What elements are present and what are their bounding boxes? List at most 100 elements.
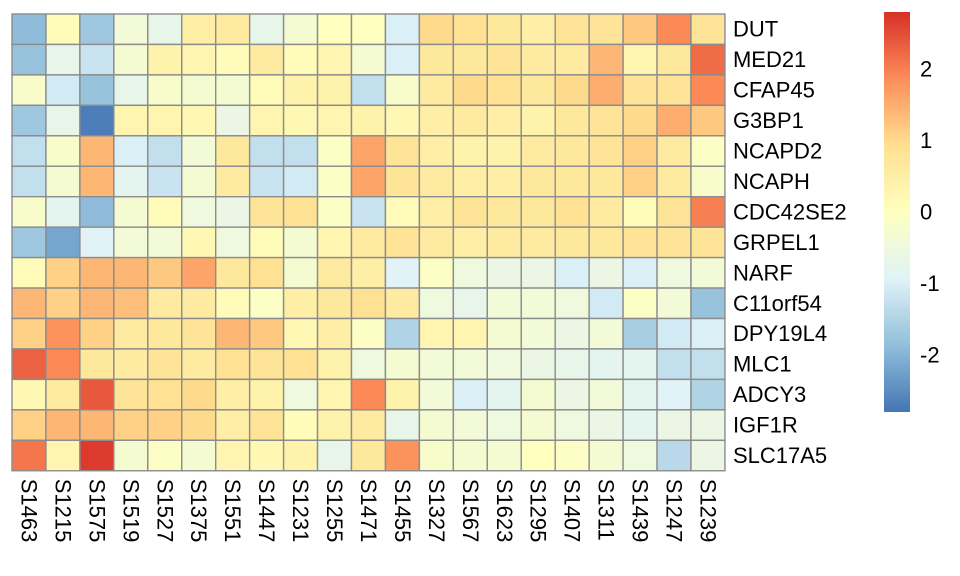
heatmap-cell-CFAP45-S1295	[520, 74, 556, 107]
heatmap-cell-CFAP45-S1247	[656, 74, 692, 107]
heatmap-cell-ADCY3-S1255	[316, 378, 353, 411]
heatmap-cell-DUT-S1567	[452, 13, 489, 46]
heatmap-cell-IGF1R-S1471	[350, 409, 387, 442]
row-labels: DUT MED21 CFAP45 G3BP1 NCAPD2 NCAPH CDC42SE2 GR…	[733, 17, 847, 468]
heatmap-cell-NCAPD2-S1463	[11, 135, 47, 167]
heatmap-cell-MED21-S1471	[350, 43, 387, 76]
heatmap-cell-DUT-S1231	[282, 13, 319, 46]
column-labels: S1463 S1215 S1575 S1519 S1527 S1375 S1551 S1447…	[16, 479, 720, 543]
heatmap-cell-G3BP1-S1463	[11, 104, 47, 137]
heatmap-cell-C11orf54-S1623	[486, 287, 522, 320]
column-label-S1575: S1575	[84, 479, 109, 543]
heatmap-cell-DPY19L4-S1455	[384, 317, 421, 350]
heatmap-cell-NCAPD2-S1567	[452, 135, 489, 167]
heatmap-cell-NARF-S1471	[350, 256, 387, 289]
heatmap-cell-C11orf54-S1247	[656, 287, 692, 320]
legend-tick-label: 2	[920, 57, 932, 82]
heatmap-cell-IGF1R-S1295	[520, 409, 556, 442]
heatmap-cell-DUT-S1463	[11, 13, 47, 46]
heatmap-cell-MLC1-S1215	[45, 348, 81, 381]
heatmap-cell-IGF1R-S1231	[282, 409, 319, 442]
heatmap-cell-DPY19L4-S1407	[554, 317, 590, 350]
heatmap-cell-C11orf54-S1231	[282, 287, 319, 320]
heatmap-cell-IGF1R-S1527	[147, 409, 183, 442]
heatmap-cell-G3BP1-S1567	[452, 104, 489, 137]
heatmap-cell-MLC1-S1567	[452, 348, 489, 381]
heatmap-cell-NCAPH-S1527	[147, 165, 183, 198]
heatmap-cell-NCAPH-S1575	[79, 165, 115, 198]
heatmap-cell-MED21-S1439	[622, 43, 658, 76]
heatmap-cell-DPY19L4-S1327	[418, 317, 455, 350]
heatmap-cell-DUT-S1255	[316, 13, 353, 46]
heatmap-cell-G3BP1-S1327	[418, 104, 455, 137]
heatmap-cell-NARF-S1239	[690, 256, 726, 289]
heatmap-cell-ADCY3-S1463	[11, 378, 47, 411]
heatmap-cell-G3BP1-S1551	[214, 104, 251, 137]
heatmap-cell-MED21-S1311	[588, 43, 624, 76]
column-label-S1295: S1295	[526, 479, 551, 543]
heatmap-cell-DPY19L4-S1255	[316, 317, 353, 350]
heatmap-cell-NARF-S1255	[316, 256, 353, 289]
column-label-S1231: S1231	[288, 479, 313, 543]
heatmap-cell-ADCY3-S1327	[418, 378, 455, 411]
heatmap-cell-G3BP1-S1215	[45, 104, 81, 137]
column-label-S1463: S1463	[16, 479, 41, 543]
row-label-CFAP45: CFAP45	[733, 78, 815, 103]
heatmap-cell-SLC17A5-S1255	[316, 439, 353, 472]
heatmap-cell-DPY19L4-S1215	[45, 317, 81, 350]
heatmap-cell-ADCY3-S1623	[486, 378, 522, 411]
heatmap-cell-MLC1-S1407	[554, 348, 590, 381]
heatmap-cell-NCAPH-S1407	[554, 165, 590, 198]
heatmap-cell-NCAPD2-S1239	[690, 135, 726, 167]
heatmap-cell-CDC42SE2-S1575	[79, 195, 115, 228]
heatmap-cell-NCAPH-S1567	[452, 165, 489, 198]
heatmap-cell-DPY19L4-S1311	[588, 317, 624, 350]
heatmap-cell-MED21-S1231	[282, 43, 319, 76]
heatmap-cell-C11orf54-S1447	[248, 287, 285, 320]
heatmap-cell-NARF-S1623	[486, 256, 522, 289]
heatmap-cell-DPY19L4-S1247	[656, 317, 692, 350]
heatmap-cell-CDC42SE2-S1455	[384, 195, 421, 228]
heatmap-cell-DPY19L4-S1567	[452, 317, 489, 350]
heatmap-cell-DUT-S1215	[45, 13, 81, 46]
heatmap-cell-IGF1R-S1375	[181, 409, 217, 442]
column-label-S1439: S1439	[628, 479, 653, 543]
heatmap-cell-SLC17A5-S1455	[384, 439, 421, 472]
heatmap-cell-DPY19L4-S1239	[690, 317, 726, 350]
heatmap-cell-IGF1R-S1311	[588, 409, 624, 442]
heatmap-cell-DPY19L4-S1375	[181, 317, 217, 350]
heatmap-cell-C11orf54-S1407	[554, 287, 590, 320]
heatmap-cell-ADCY3-S1471	[350, 378, 387, 411]
heatmap-cell-DUT-S1439	[622, 13, 658, 46]
heatmap-cell-CDC42SE2-S1527	[147, 195, 183, 228]
heatmap-cell-C11orf54-S1255	[316, 287, 353, 320]
heatmap-cell-MLC1-S1471	[350, 348, 387, 381]
heatmap-cell-SLC17A5-S1567	[452, 439, 489, 472]
heatmap-cell-DPY19L4-S1439	[622, 317, 658, 350]
heatmap-cell-NARF-S1575	[79, 256, 115, 289]
heatmap-cell-CDC42SE2-S1447	[248, 195, 285, 228]
heatmap-cell-GRPEL1-S1375	[181, 226, 217, 259]
heatmap-cell-MED21-S1407	[554, 43, 590, 76]
heatmap-cell-CFAP45-S1447	[248, 74, 285, 107]
heatmap-cell-NCAPD2-S1455	[384, 135, 421, 167]
heatmap-cell-MED21-S1247	[656, 43, 692, 76]
heatmap-cell-MLC1-S1455	[384, 348, 421, 381]
heatmap-cell-GRPEL1-S1239	[690, 226, 726, 259]
heatmap-cell-CDC42SE2-S1375	[181, 195, 217, 228]
heatmap-cell-NCAPH-S1623	[486, 165, 522, 198]
heatmap-cell-MED21-S1255	[316, 43, 353, 76]
heatmap-cell-DUT-S1471	[350, 13, 387, 46]
heatmap-cell-GRPEL1-S1327	[418, 226, 455, 259]
legend-tick-label: -2	[920, 342, 940, 367]
legend-tick-label: 1	[920, 128, 932, 153]
heatmap-cell-G3BP1-S1255	[316, 104, 353, 137]
heatmap-cell-DPY19L4-S1463	[11, 317, 47, 350]
heatmap-cell-CFAP45-S1463	[11, 74, 47, 107]
heatmap-cell-NCAPD2-S1231	[282, 135, 319, 167]
heatmap-cell-NCAPH-S1471	[350, 165, 387, 198]
heatmap-cell-IGF1R-S1447	[248, 409, 285, 442]
heatmap-cell-GRPEL1-S1551	[214, 226, 251, 259]
heatmap-cell-SLC17A5-S1215	[45, 439, 81, 472]
heatmap-cell-GRPEL1-S1567	[452, 226, 489, 259]
